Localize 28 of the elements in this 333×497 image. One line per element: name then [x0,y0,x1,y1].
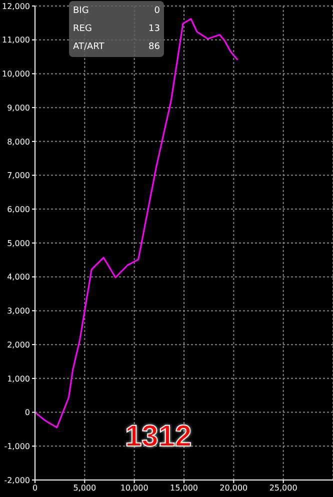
y-tick-label: 1,000 [7,374,30,384]
y-tick-label: 2,000 [7,340,30,350]
x-tick-label: 25,000 [269,484,298,493]
y-tick-label: 5,000 [7,238,30,248]
y-tick-label: -2,000 [4,476,30,485]
y-tick-label: 12,000 [2,2,30,11]
y-tick-label: 6,000 [7,204,30,214]
y-tick-label: 9,000 [7,103,30,112]
annotation: AT/ART [73,41,104,54]
y-tick-label: 4,000 [7,272,30,282]
x-tick-label: 5,000 [73,484,96,493]
annotation: BIG [73,5,89,18]
annotation: 1312 [125,420,192,454]
y-tick-label: 10,000 [2,70,30,79]
x-tick-label: 10,000 [120,484,148,493]
annotation: 13 [148,23,160,36]
y-tick-label: 3,000 [7,306,30,316]
annotation: 86 [148,41,160,54]
y-tick-label: -1,000 [4,442,30,451]
y-tick-label: 11,000 [2,36,30,45]
y-tick-label: 8,000 [7,137,30,146]
x-tick-label: 0 [32,484,38,493]
annotation: 0 [154,5,160,18]
y-tick-label: 7,000 [7,171,30,180]
x-tick-label: 20,000 [220,484,248,493]
x-tick-label: 15,000 [170,484,198,493]
annotation: REG [73,23,92,36]
y-tick-label: 0 [24,408,30,418]
